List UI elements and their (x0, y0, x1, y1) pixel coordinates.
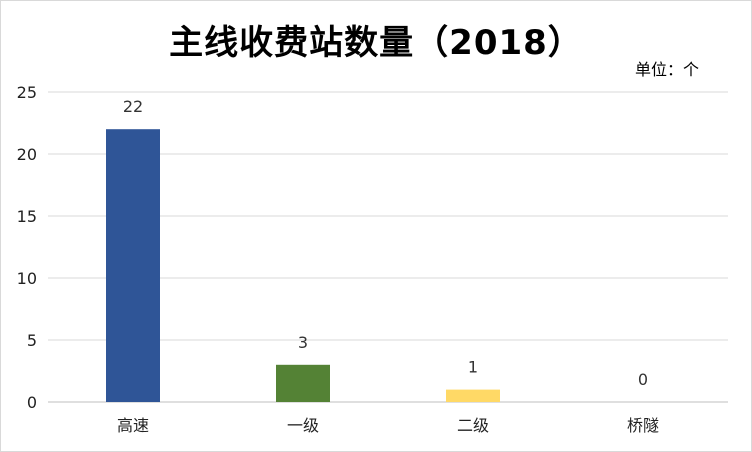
chart-title: 主线收费站数量（2018） (169, 23, 583, 63)
bar-2 (276, 364, 330, 402)
y-tick-label: 10 (17, 269, 37, 288)
y-tick-label: 15 (17, 207, 37, 226)
x-category-label: 桥隧 (627, 416, 659, 435)
y-tick-label: 25 (17, 83, 37, 102)
y-tick-label: 0 (27, 393, 37, 412)
bar-1 (106, 129, 160, 402)
bar-3 (446, 389, 500, 402)
data-label: 1 (468, 358, 478, 377)
x-category-label: 二级 (457, 416, 489, 435)
x-category-label: 一级 (287, 416, 319, 435)
unit-label: 单位：个 (634, 60, 699, 79)
data-label: 3 (298, 333, 308, 352)
y-tick-label: 5 (27, 331, 37, 350)
y-tick-label: 20 (17, 145, 37, 164)
data-label: 22 (123, 97, 143, 116)
x-category-label: 高速 (117, 416, 149, 435)
data-label: 0 (638, 370, 648, 389)
